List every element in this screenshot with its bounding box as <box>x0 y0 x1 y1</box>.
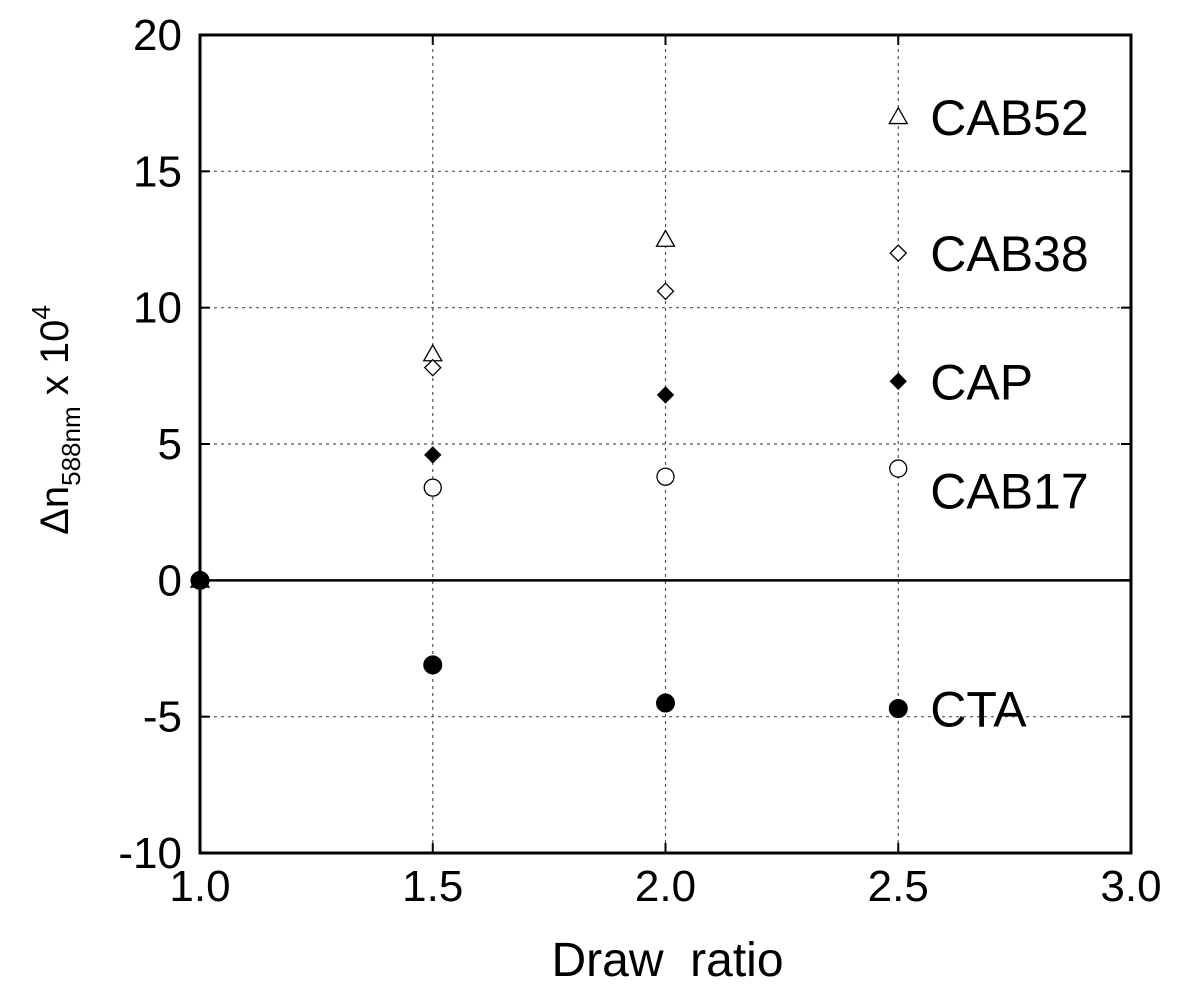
x-tick-label: 3.0 <box>1100 862 1161 911</box>
y-axis-label-subscript: 588nm <box>56 406 86 486</box>
data-point-cta <box>190 570 210 590</box>
data-point-cta <box>423 655 443 675</box>
y-axis-label-exponent: 4 <box>26 305 56 319</box>
data-point-cab38 <box>423 358 442 377</box>
legend-label-cab38: CAB38 <box>930 226 1088 282</box>
x-tick-label: 1.0 <box>169 862 230 911</box>
legend-label-cap: CAP <box>930 354 1033 410</box>
data-point-cta <box>656 693 675 713</box>
data-point-cap <box>424 446 442 464</box>
y-axis-label-symbol: Δn <box>33 486 77 535</box>
data-point-cab52 <box>655 229 676 247</box>
legend-marker-cab38 <box>889 244 908 263</box>
y-axis-label: Δn588nm x 104 <box>26 285 86 563</box>
ticks: 1.0 1.5 2.0 2.5 3.0 -10 -5 0 5 10 15 20 <box>118 11 1161 911</box>
legend: CAB52 CAB38 CAP CAB17 CTA <box>888 90 1089 737</box>
legend-label-cab52: CAB52 <box>930 90 1088 146</box>
x-axis-label: Draw ratio <box>551 934 783 986</box>
x-tick-label: 2.0 <box>635 862 696 911</box>
data-point-cab17 <box>656 467 675 486</box>
data-point-cap <box>656 386 675 404</box>
y-tick-label: 0 <box>158 556 182 605</box>
data-point-cab52 <box>422 343 443 362</box>
data-points <box>189 229 676 713</box>
y-axis-label-multiplier: x 10 <box>33 320 77 407</box>
legend-label-cab17: CAB17 <box>930 464 1088 520</box>
y-tick-label: 10 <box>133 284 182 333</box>
y-tick-label: 20 <box>133 11 182 60</box>
y-tick-label: -5 <box>143 693 182 742</box>
x-tick-label: 1.5 <box>402 862 463 911</box>
y-tick-label: 5 <box>158 420 182 469</box>
data-point-cab38 <box>656 282 675 301</box>
legend-marker-cab52 <box>888 106 909 125</box>
legend-marker-cab17 <box>889 459 908 478</box>
y-tick-label: 15 <box>133 147 182 196</box>
legend-marker-cta <box>888 698 908 718</box>
legend-label-cta: CTA <box>930 681 1027 737</box>
svg-text:Δn588nm x 104: Δn588nm x 104 <box>26 285 86 563</box>
legend-marker-cap <box>889 372 907 390</box>
x-tick-label: 2.5 <box>868 862 929 911</box>
data-point-cab17 <box>423 478 442 497</box>
y-tick-label: -10 <box>118 829 182 878</box>
